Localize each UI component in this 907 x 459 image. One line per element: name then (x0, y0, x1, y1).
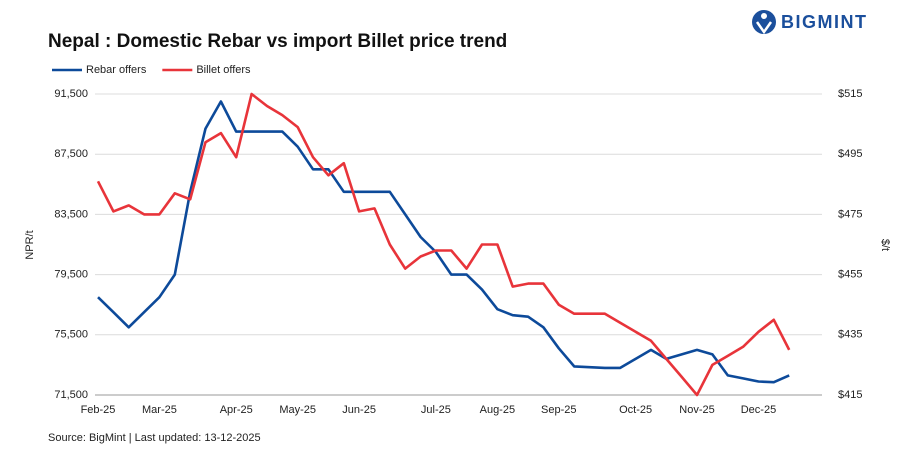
logo (752, 10, 776, 35)
chart-title: Nepal : Domestic Rebar vs import Billet … (48, 31, 507, 52)
legend-label: Rebar offers (86, 64, 147, 76)
x-tick-label: Jul-25 (421, 404, 451, 416)
series-line (97, 100, 790, 384)
series-line (96, 92, 791, 397)
x-tick-label: May-25 (279, 404, 316, 416)
y-tick-label: 83,500 (54, 208, 88, 220)
x-tick-label: Dec-25 (741, 404, 776, 416)
x-tick-label: Feb-25 (81, 404, 116, 416)
y-tick-label: 71,500 (54, 389, 88, 401)
x-tick-label: Apr-25 (220, 404, 253, 416)
y2-tick-label: $415 (838, 389, 862, 401)
y2-tick-label: $515 (838, 88, 862, 100)
x-tick-label: Aug-25 (480, 404, 515, 416)
y-tick-label: 91,500 (54, 88, 88, 100)
y-axis-label: NPR/t (24, 230, 36, 259)
x-tick-label: Sep-25 (541, 404, 576, 416)
x-tick-label: Nov-25 (679, 404, 714, 416)
y2-axis-label: $/t (879, 239, 891, 251)
brand: BIGMINT (781, 12, 868, 32)
source: Source: BigMint | Last updated: 13-12-20… (48, 432, 261, 444)
x-tick-label: Jun-25 (342, 404, 376, 416)
y-tick-label: 87,500 (54, 148, 88, 160)
y2-tick-label: $435 (838, 329, 862, 341)
x-tick-label: Oct-25 (619, 404, 652, 416)
y-tick-label: 75,500 (54, 329, 88, 341)
y2-tick-label: $455 (838, 269, 862, 281)
y-tick-label: 79,500 (54, 269, 88, 281)
y2-tick-label: $495 (838, 148, 862, 160)
y2-tick-label: $475 (838, 208, 862, 220)
legend-label: Billet offers (196, 64, 251, 76)
x-tick-label: Mar-25 (142, 404, 177, 416)
